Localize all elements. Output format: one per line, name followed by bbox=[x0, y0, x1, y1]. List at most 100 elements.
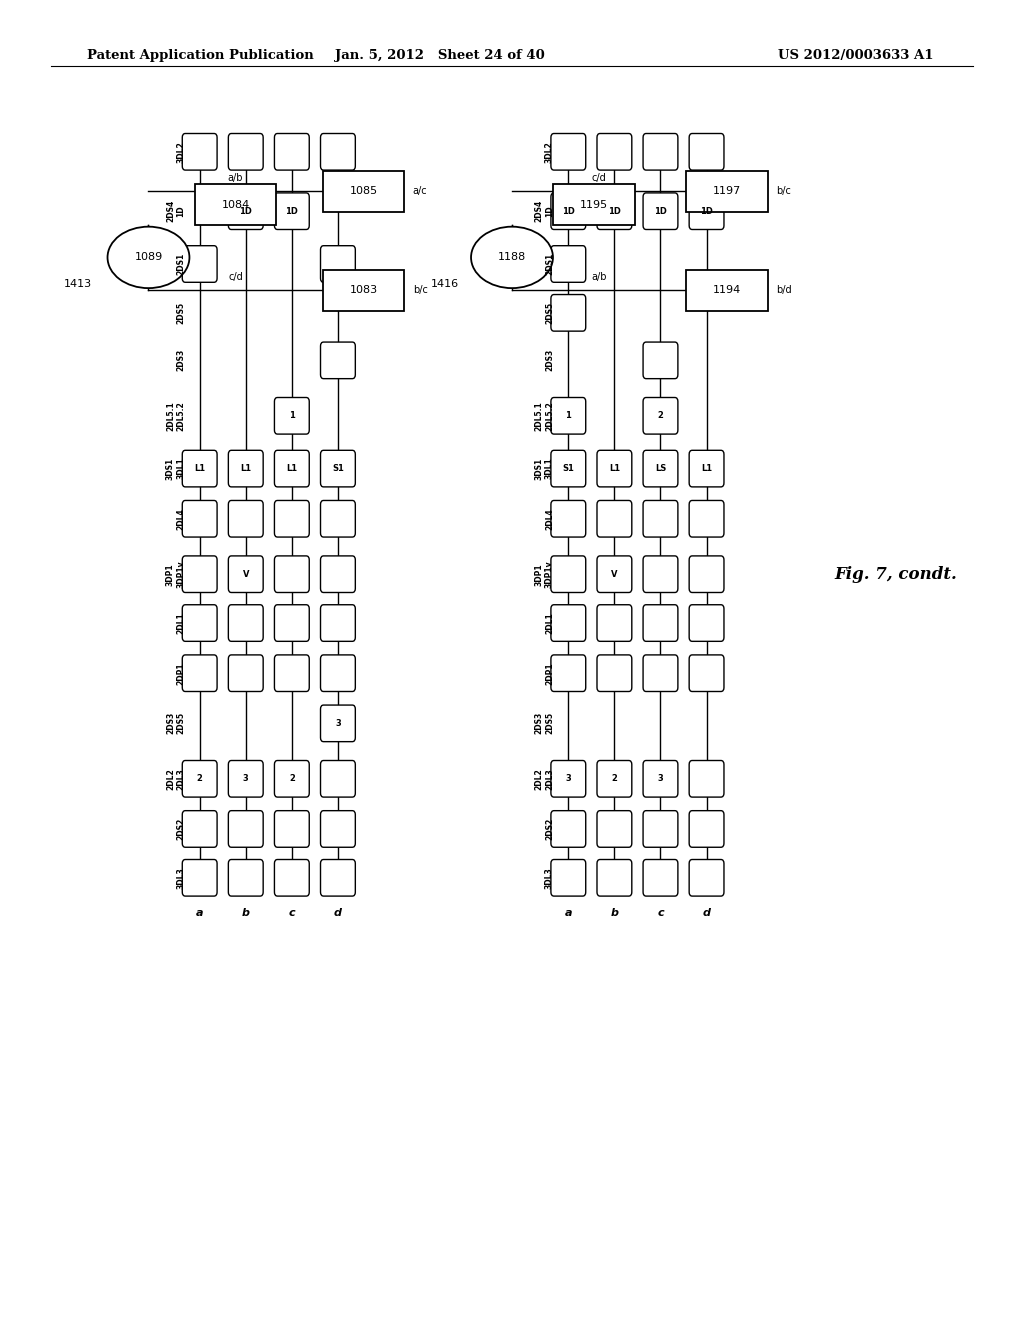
Text: 2DL1: 2DL1 bbox=[545, 612, 554, 634]
Text: 1D: 1D bbox=[562, 207, 574, 215]
FancyBboxPatch shape bbox=[643, 605, 678, 642]
Text: 2DS1: 2DS1 bbox=[545, 253, 554, 275]
FancyBboxPatch shape bbox=[274, 556, 309, 593]
FancyBboxPatch shape bbox=[321, 859, 355, 896]
FancyBboxPatch shape bbox=[597, 133, 632, 170]
Text: c: c bbox=[289, 908, 295, 917]
Text: 2: 2 bbox=[289, 775, 295, 783]
Text: L1: L1 bbox=[195, 465, 205, 473]
FancyBboxPatch shape bbox=[597, 193, 632, 230]
Text: 1084: 1084 bbox=[221, 199, 250, 210]
FancyBboxPatch shape bbox=[643, 342, 678, 379]
FancyBboxPatch shape bbox=[551, 605, 586, 642]
Text: 2DS4
1D: 2DS4 1D bbox=[166, 201, 185, 222]
Text: 2DS3
2DS5: 2DS3 2DS5 bbox=[535, 713, 554, 734]
Text: b/c: b/c bbox=[776, 186, 792, 197]
FancyBboxPatch shape bbox=[686, 269, 768, 312]
FancyBboxPatch shape bbox=[228, 760, 263, 797]
FancyBboxPatch shape bbox=[551, 193, 586, 230]
FancyBboxPatch shape bbox=[321, 605, 355, 642]
Text: 1085: 1085 bbox=[349, 186, 378, 197]
Text: 1197: 1197 bbox=[713, 186, 741, 197]
Text: a: a bbox=[564, 908, 572, 917]
FancyBboxPatch shape bbox=[321, 556, 355, 593]
FancyBboxPatch shape bbox=[551, 294, 586, 331]
FancyBboxPatch shape bbox=[689, 193, 724, 230]
FancyBboxPatch shape bbox=[551, 397, 586, 434]
Text: d: d bbox=[702, 908, 711, 917]
FancyBboxPatch shape bbox=[228, 810, 263, 847]
FancyBboxPatch shape bbox=[321, 246, 355, 282]
FancyBboxPatch shape bbox=[553, 183, 635, 226]
FancyBboxPatch shape bbox=[228, 605, 263, 642]
Text: 2DL2
2DL3: 2DL2 2DL3 bbox=[535, 768, 554, 789]
Text: 1195: 1195 bbox=[580, 199, 608, 210]
FancyBboxPatch shape bbox=[182, 605, 217, 642]
Text: a/c: a/c bbox=[413, 186, 427, 197]
FancyBboxPatch shape bbox=[597, 760, 632, 797]
FancyBboxPatch shape bbox=[643, 193, 678, 230]
Text: b: b bbox=[242, 908, 250, 917]
Text: 1D: 1D bbox=[286, 207, 298, 215]
Text: 2: 2 bbox=[657, 412, 664, 420]
Text: Patent Application Publication: Patent Application Publication bbox=[87, 49, 313, 62]
FancyBboxPatch shape bbox=[274, 450, 309, 487]
Text: 3DL3: 3DL3 bbox=[176, 867, 185, 888]
FancyBboxPatch shape bbox=[182, 133, 217, 170]
Text: L1: L1 bbox=[241, 465, 251, 473]
FancyBboxPatch shape bbox=[643, 760, 678, 797]
FancyBboxPatch shape bbox=[274, 859, 309, 896]
FancyBboxPatch shape bbox=[321, 760, 355, 797]
Text: b: b bbox=[610, 908, 618, 917]
FancyBboxPatch shape bbox=[274, 193, 309, 230]
FancyBboxPatch shape bbox=[274, 605, 309, 642]
FancyBboxPatch shape bbox=[321, 342, 355, 379]
FancyBboxPatch shape bbox=[689, 810, 724, 847]
Text: a/b: a/b bbox=[591, 272, 607, 282]
FancyBboxPatch shape bbox=[182, 655, 217, 692]
Text: 1D: 1D bbox=[240, 207, 252, 215]
FancyBboxPatch shape bbox=[228, 500, 263, 537]
FancyBboxPatch shape bbox=[686, 170, 768, 213]
Text: V: V bbox=[611, 570, 617, 578]
Text: b/d: b/d bbox=[776, 285, 792, 296]
FancyBboxPatch shape bbox=[321, 133, 355, 170]
FancyBboxPatch shape bbox=[274, 810, 309, 847]
Text: 3DP1
3DP1v: 3DP1 3DP1v bbox=[166, 561, 185, 587]
Text: 1416: 1416 bbox=[431, 279, 459, 289]
Text: 2: 2 bbox=[611, 775, 617, 783]
Text: 3: 3 bbox=[657, 775, 664, 783]
FancyBboxPatch shape bbox=[182, 450, 217, 487]
Text: 3DL2: 3DL2 bbox=[545, 141, 554, 162]
FancyBboxPatch shape bbox=[551, 556, 586, 593]
FancyBboxPatch shape bbox=[597, 450, 632, 487]
Text: 3: 3 bbox=[335, 719, 341, 727]
Ellipse shape bbox=[108, 227, 189, 288]
Text: 2DP1: 2DP1 bbox=[545, 661, 554, 685]
Text: 3: 3 bbox=[565, 775, 571, 783]
FancyBboxPatch shape bbox=[643, 397, 678, 434]
Text: a/b: a/b bbox=[227, 173, 244, 183]
FancyBboxPatch shape bbox=[689, 133, 724, 170]
Text: 1: 1 bbox=[565, 412, 571, 420]
Text: S1: S1 bbox=[562, 465, 574, 473]
FancyBboxPatch shape bbox=[643, 133, 678, 170]
FancyBboxPatch shape bbox=[321, 655, 355, 692]
Text: L1: L1 bbox=[287, 465, 297, 473]
FancyBboxPatch shape bbox=[195, 183, 276, 226]
Text: Jan. 5, 2012   Sheet 24 of 40: Jan. 5, 2012 Sheet 24 of 40 bbox=[336, 49, 545, 62]
FancyBboxPatch shape bbox=[689, 859, 724, 896]
Text: 3DS1
3DL1: 3DS1 3DL1 bbox=[535, 458, 554, 479]
Text: 2DS3: 2DS3 bbox=[545, 350, 554, 371]
FancyBboxPatch shape bbox=[182, 859, 217, 896]
Text: 2DS3: 2DS3 bbox=[176, 350, 185, 371]
FancyBboxPatch shape bbox=[551, 760, 586, 797]
Text: 1D: 1D bbox=[700, 207, 713, 215]
FancyBboxPatch shape bbox=[689, 556, 724, 593]
Text: c/d: c/d bbox=[592, 173, 606, 183]
FancyBboxPatch shape bbox=[182, 500, 217, 537]
Text: d: d bbox=[334, 908, 342, 917]
FancyBboxPatch shape bbox=[597, 500, 632, 537]
FancyBboxPatch shape bbox=[643, 859, 678, 896]
Text: 2: 2 bbox=[197, 775, 203, 783]
